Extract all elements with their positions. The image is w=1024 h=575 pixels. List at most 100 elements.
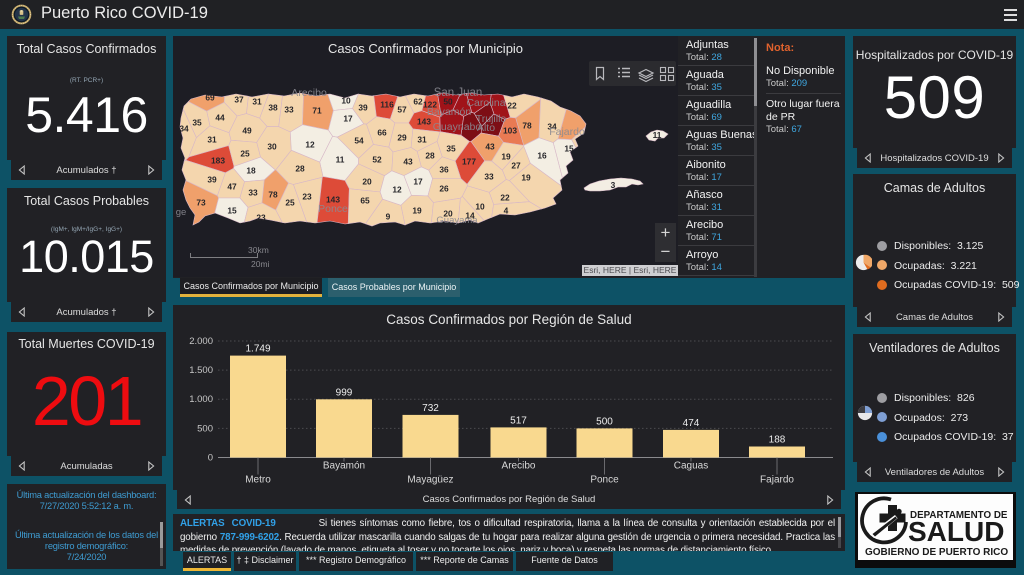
svg-text:78: 78 <box>522 121 532 131</box>
svg-text:474: 474 <box>683 418 700 429</box>
svg-text:35: 35 <box>192 118 202 128</box>
svg-text:38: 38 <box>268 103 278 113</box>
svg-text:Trujillo: Trujillo <box>476 113 507 125</box>
svg-text:2.000: 2.000 <box>189 336 213 347</box>
svg-text:Alto: Alto <box>477 122 495 134</box>
svg-text:25: 25 <box>240 149 250 159</box>
svg-text:44: 44 <box>215 113 225 123</box>
svg-text:52: 52 <box>372 155 382 165</box>
svg-text:143: 143 <box>326 195 340 205</box>
svg-text:36: 36 <box>439 165 449 175</box>
svg-text:Bayamón: Bayamón <box>427 106 472 118</box>
svg-text:10: 10 <box>341 96 351 106</box>
svg-text:116: 116 <box>380 100 394 110</box>
svg-text:50: 50 <box>443 97 453 107</box>
svg-text:11: 11 <box>653 130 662 140</box>
svg-text:517: 517 <box>510 415 527 426</box>
svg-text:35: 35 <box>446 144 456 154</box>
svg-text:15: 15 <box>227 206 237 216</box>
svg-text:34: 34 <box>179 124 189 134</box>
svg-text:1.500: 1.500 <box>189 365 213 376</box>
svg-text:12: 12 <box>305 140 315 150</box>
svg-text:73: 73 <box>196 198 206 208</box>
svg-text:Mayagüez: Mayagüez <box>407 475 453 486</box>
svg-text:Metro: Metro <box>245 475 271 486</box>
svg-text:103: 103 <box>503 126 517 136</box>
svg-text:31: 31 <box>417 135 427 145</box>
svg-text:122: 122 <box>423 100 437 110</box>
svg-text:17: 17 <box>343 114 353 124</box>
svg-text:19: 19 <box>521 173 531 183</box>
svg-text:Fajardo: Fajardo <box>760 475 794 486</box>
svg-text:23: 23 <box>256 213 266 223</box>
svg-text:ge: ge <box>176 207 187 218</box>
svg-text:16: 16 <box>537 151 547 161</box>
svg-text:29: 29 <box>397 133 407 143</box>
svg-text:Bayamón: Bayamón <box>323 461 365 472</box>
svg-text:31: 31 <box>252 97 262 107</box>
svg-text:Ponce: Ponce <box>318 203 348 215</box>
svg-text:Fajardo: Fajardo <box>549 126 585 138</box>
svg-text:43: 43 <box>485 142 495 152</box>
svg-text:9: 9 <box>386 212 391 222</box>
svg-text:71: 71 <box>312 106 322 116</box>
svg-text:Carolina: Carolina <box>466 97 505 109</box>
svg-text:0: 0 <box>208 453 213 464</box>
svg-text:1.749: 1.749 <box>245 344 270 355</box>
svg-text:31: 31 <box>207 135 217 145</box>
svg-text:Guayama: Guayama <box>436 215 478 226</box>
svg-text:18: 18 <box>246 166 256 176</box>
svg-text:Caguas: Caguas <box>674 461 708 472</box>
svg-text:22: 22 <box>507 101 517 111</box>
svg-text:500: 500 <box>596 416 613 427</box>
svg-text:27: 27 <box>511 161 521 171</box>
svg-text:20: 20 <box>362 177 372 187</box>
svg-text:999: 999 <box>336 387 353 398</box>
svg-text:14: 14 <box>465 211 475 221</box>
svg-text:28: 28 <box>425 151 435 161</box>
svg-text:188: 188 <box>769 435 786 446</box>
svg-text:20: 20 <box>443 209 453 219</box>
svg-text:22: 22 <box>500 193 510 203</box>
svg-text:19: 19 <box>412 206 422 216</box>
svg-text:54: 54 <box>354 136 364 146</box>
svg-text:39: 39 <box>358 103 368 113</box>
svg-text:78: 78 <box>268 190 278 200</box>
svg-text:25: 25 <box>285 198 295 208</box>
svg-text:732: 732 <box>422 403 439 414</box>
svg-text:26: 26 <box>439 184 449 194</box>
svg-text:69: 69 <box>205 93 215 103</box>
svg-text:183: 183 <box>211 156 225 166</box>
svg-text:66: 66 <box>377 128 387 138</box>
svg-text:500: 500 <box>197 423 213 434</box>
svg-text:57: 57 <box>397 105 407 115</box>
svg-text:SALUD: SALUD <box>908 516 1004 547</box>
svg-text:143: 143 <box>417 117 431 127</box>
svg-text:19: 19 <box>501 152 511 162</box>
svg-text:39: 39 <box>207 175 217 185</box>
svg-text:12: 12 <box>392 185 402 195</box>
svg-text:17: 17 <box>413 177 423 187</box>
svg-text:15: 15 <box>564 144 574 154</box>
svg-text:San Juan: San Juan <box>434 87 483 99</box>
svg-text:11: 11 <box>336 155 345 165</box>
svg-text:10: 10 <box>475 202 485 212</box>
svg-text:33: 33 <box>284 105 294 115</box>
svg-text:Arecibo: Arecibo <box>291 87 327 99</box>
svg-text:30: 30 <box>267 142 277 152</box>
svg-text:177: 177 <box>462 157 476 167</box>
svg-text:4: 4 <box>504 206 509 216</box>
svg-text:49: 49 <box>242 126 252 136</box>
svg-text:47: 47 <box>227 182 237 192</box>
svg-text:1.000: 1.000 <box>189 394 213 405</box>
svg-text:33: 33 <box>248 188 258 198</box>
svg-text:34: 34 <box>547 122 557 132</box>
svg-text:65: 65 <box>360 196 370 206</box>
svg-text:DEPARTAMENTO DE: DEPARTAMENTO DE <box>910 510 1008 521</box>
svg-text:62: 62 <box>413 97 423 107</box>
svg-text:23: 23 <box>302 192 312 202</box>
svg-text:37: 37 <box>234 95 244 105</box>
svg-text:43: 43 <box>403 157 413 167</box>
svg-text:3: 3 <box>611 180 616 190</box>
svg-text:Guaynabo: Guaynabo <box>433 121 482 133</box>
